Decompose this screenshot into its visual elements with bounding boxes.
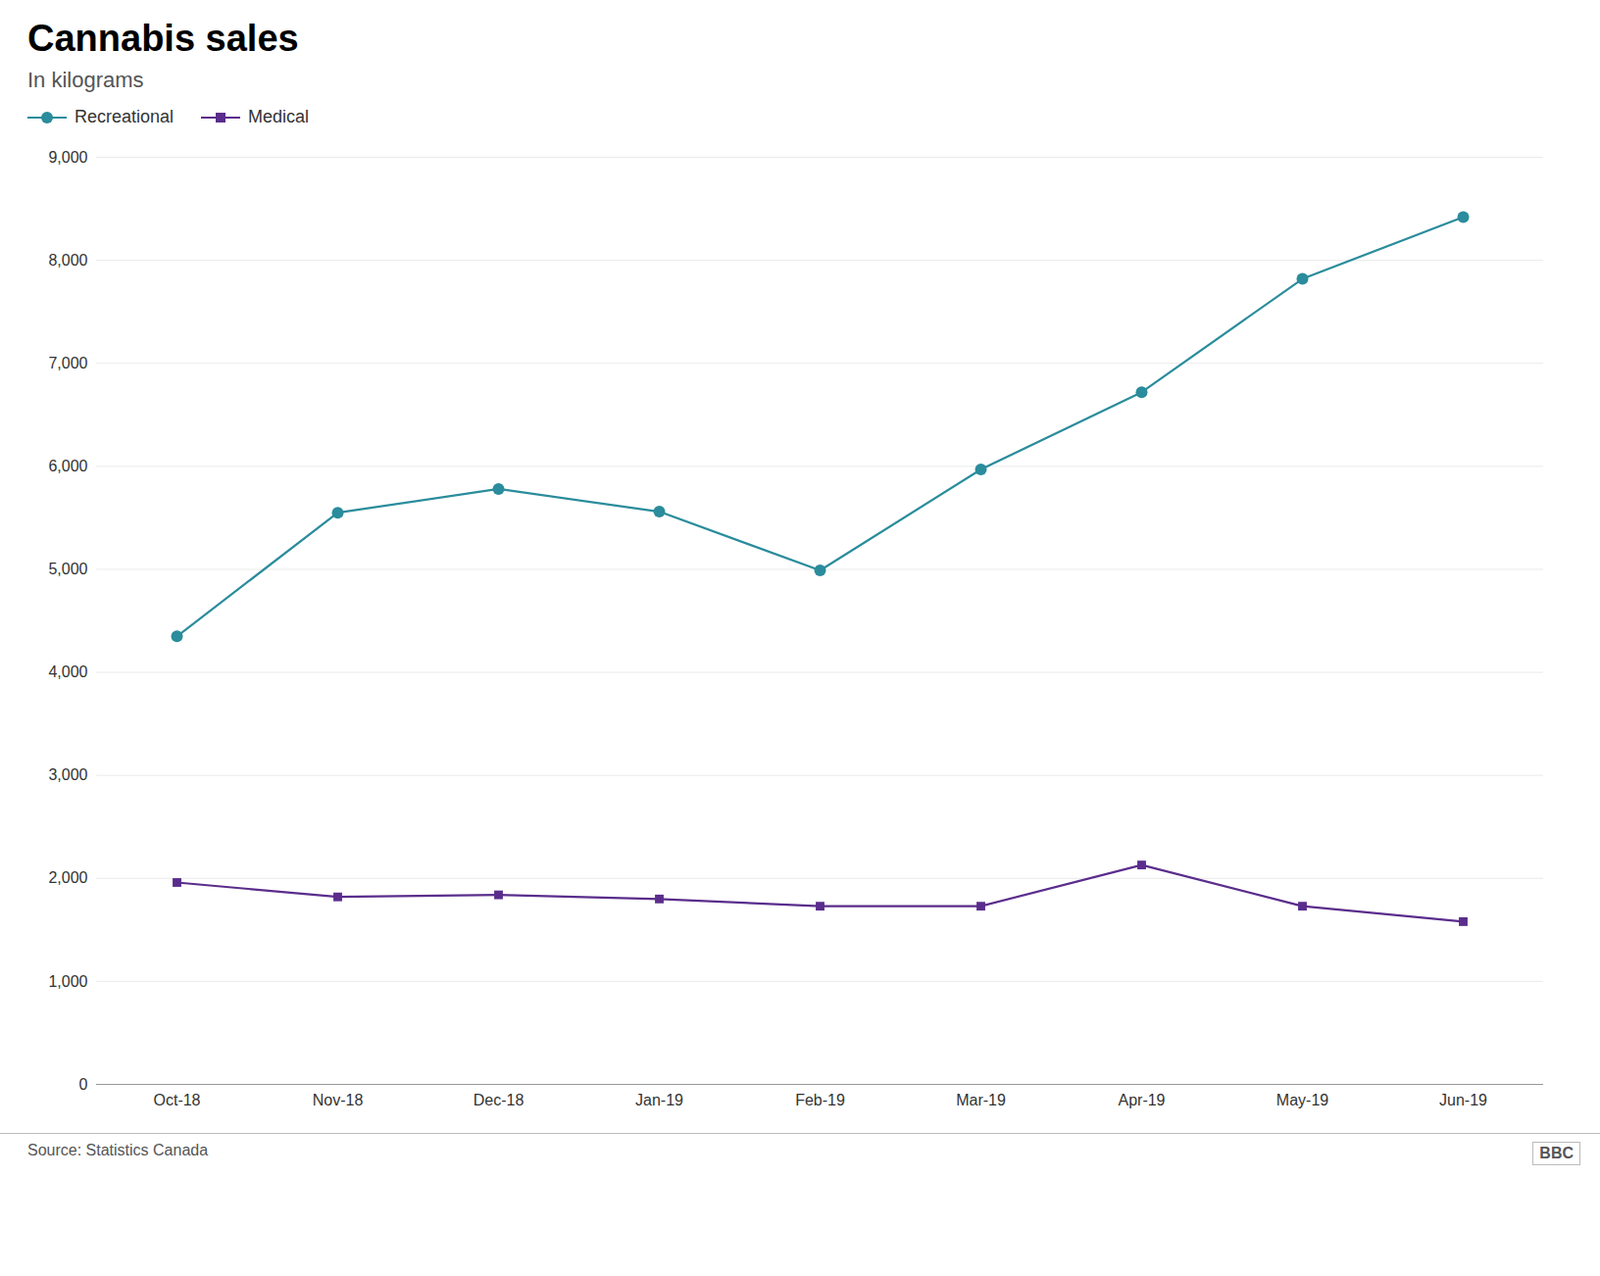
svg-text:0: 0 [79,1076,89,1094]
svg-text:Oct-18: Oct-18 [152,1092,200,1109]
html-text:In kilograms: In kilograms [27,67,144,93]
html-text:Medical: Medical [248,106,309,127]
html-text:BBC: BBC [1539,1145,1574,1162]
svg-text:Nov-18: Nov-18 [312,1092,364,1109]
svg-text:May-19: May-19 [1276,1092,1329,1109]
svg-text:6,000: 6,000 [48,457,88,475]
svg-text:8,000: 8,000 [48,251,88,269]
svg-text:7,000: 7,000 [48,354,88,372]
html-text:Recreational: Recreational [74,106,174,127]
svg-text:3,000: 3,000 [48,766,88,784]
svg-text:Apr-19: Apr-19 [1117,1092,1165,1109]
svg-text:1,000: 1,000 [48,973,88,991]
html-text:Source: Statistics Canada: Source: Statistics Canada [27,1142,208,1159]
svg-text:4,000: 4,000 [48,663,88,681]
svg-text:5,000: 5,000 [48,560,88,578]
svg-text:Dec-18: Dec-18 [473,1092,525,1109]
svg-text:9,000: 9,000 [48,149,88,166]
svg-text:Feb-19: Feb-19 [795,1092,846,1109]
html-text:Cannabis sales: Cannabis sales [27,17,299,59]
svg-text:2,000: 2,000 [48,869,88,887]
svg-text:Jun-19: Jun-19 [1439,1092,1488,1109]
svg-text:Mar-19: Mar-19 [955,1092,1006,1109]
svg-text:Jan-19: Jan-19 [635,1092,684,1109]
